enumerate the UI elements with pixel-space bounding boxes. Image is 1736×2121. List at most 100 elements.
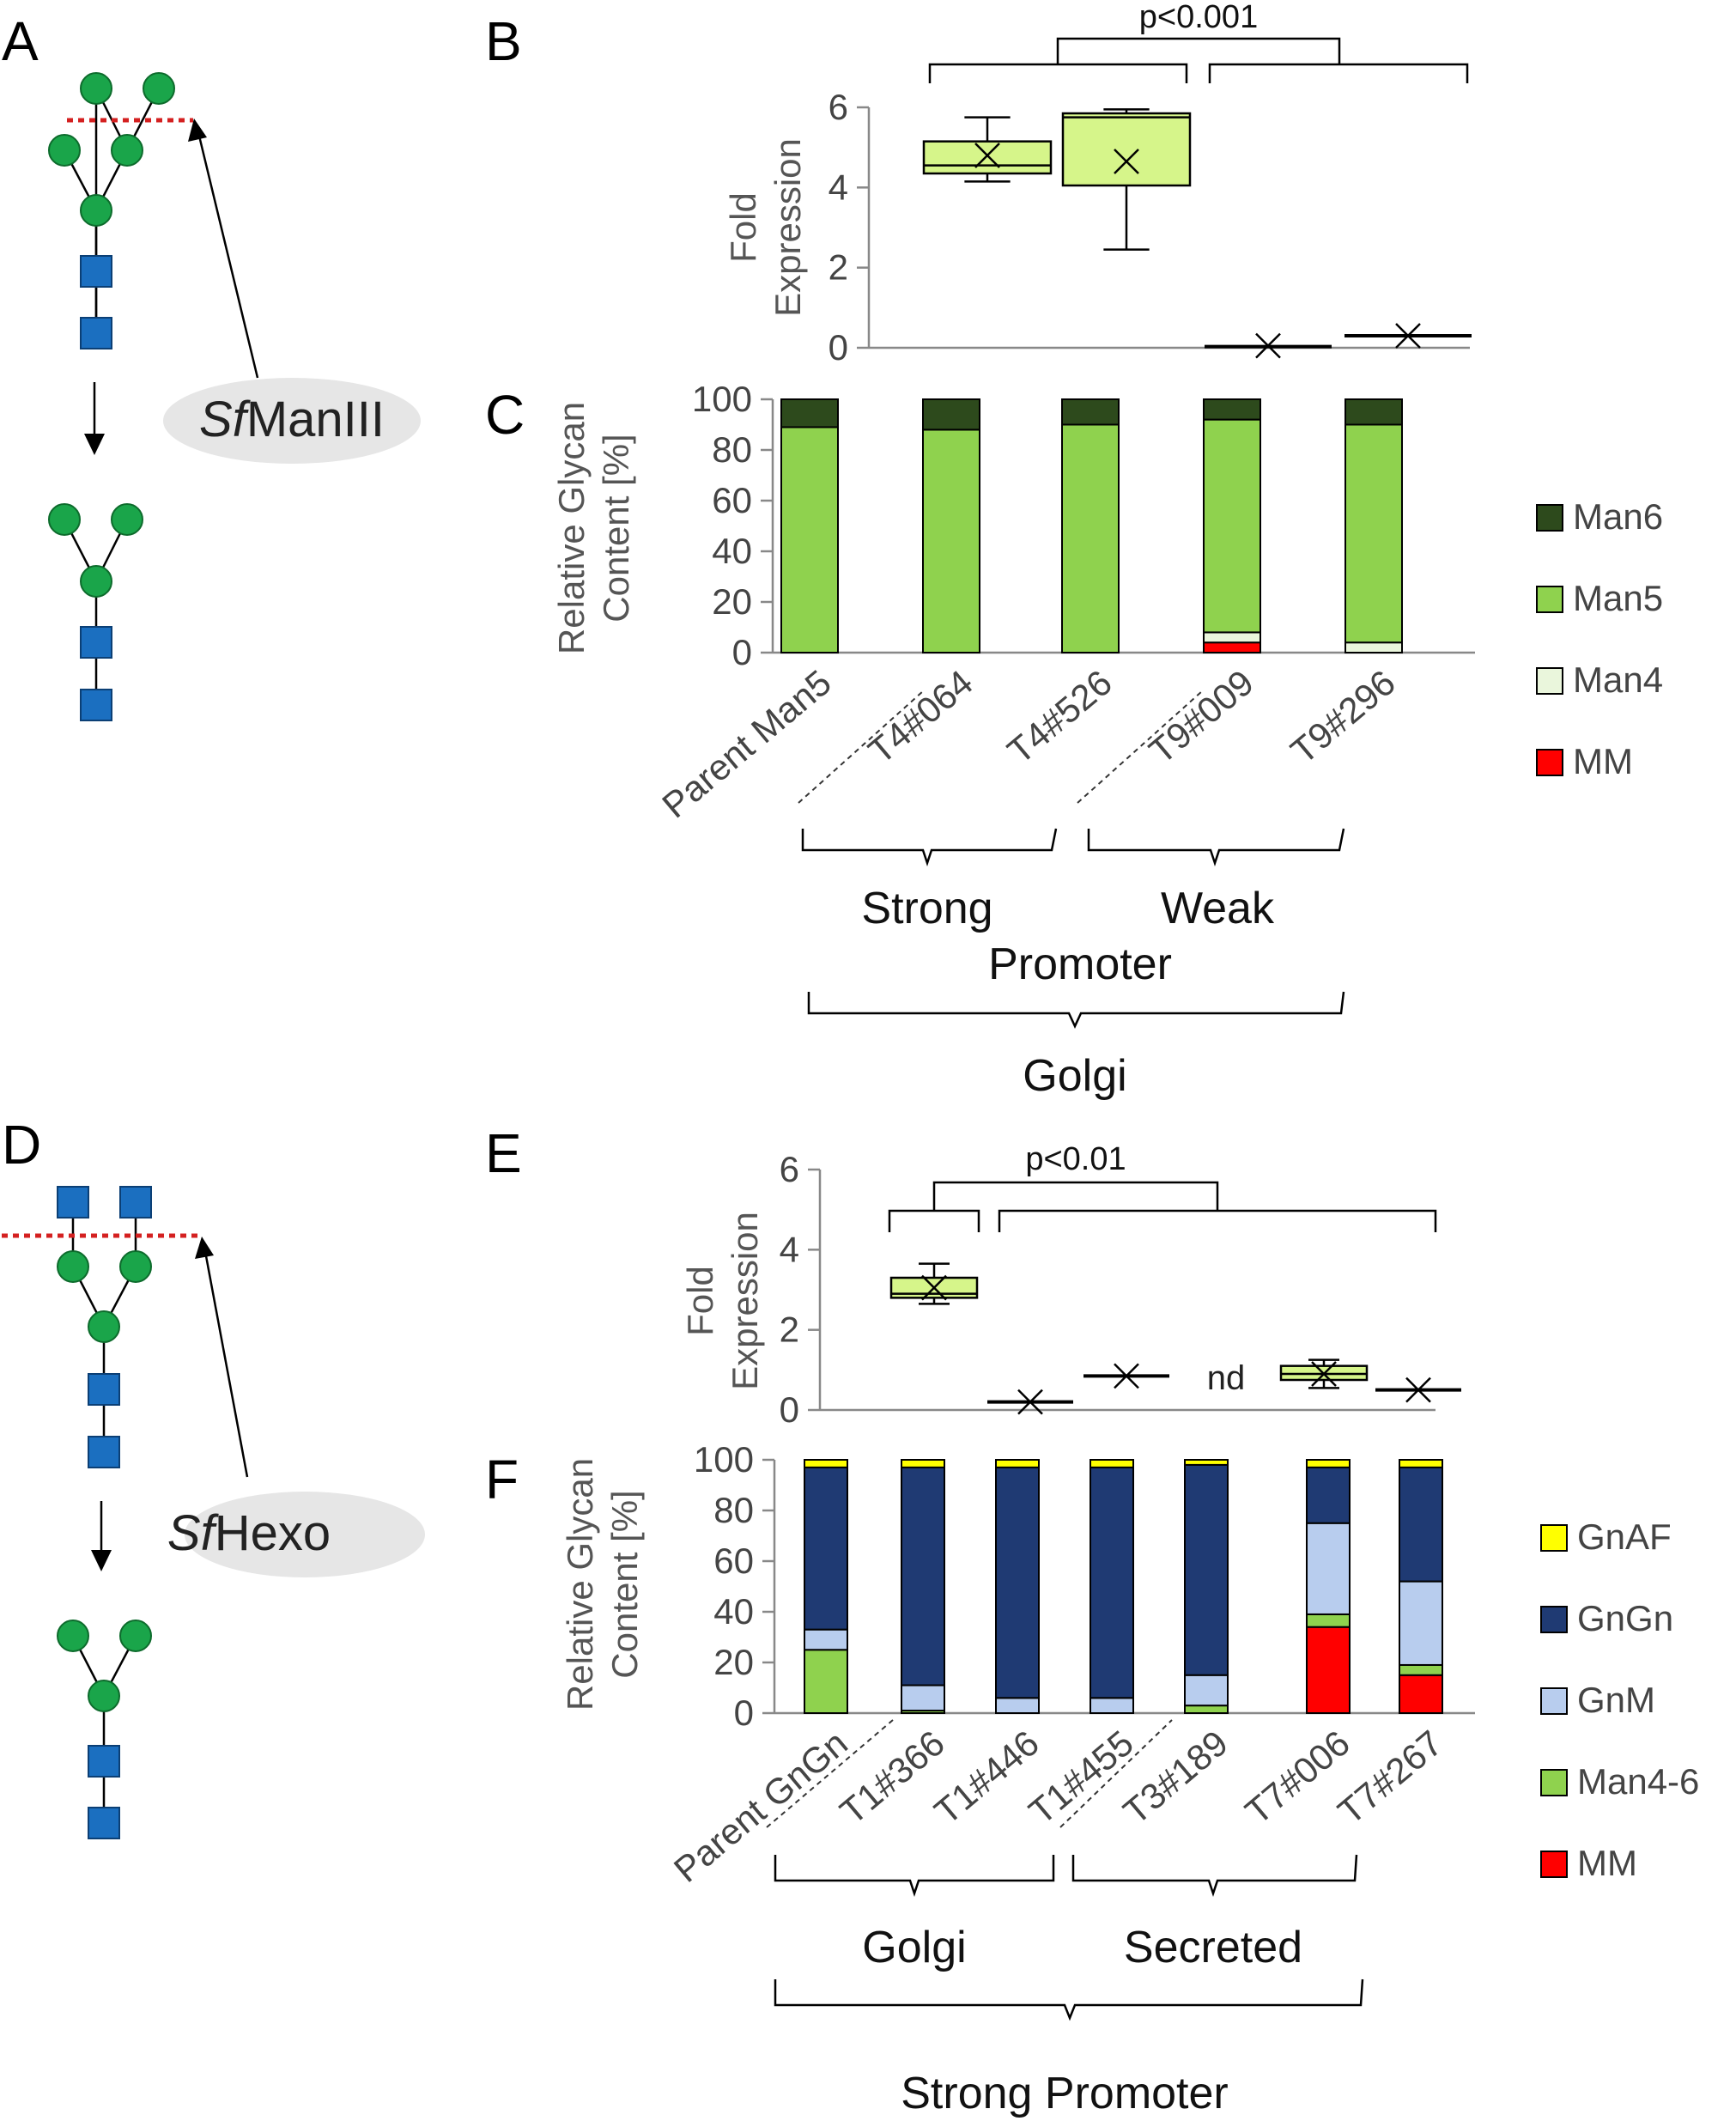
group-braces-f: Golgi Secreted Strong Promoter bbox=[766, 1719, 1364, 2118]
bar-segment-gngn bbox=[1399, 1466, 1443, 1583]
panel-label-f: F bbox=[485, 1449, 519, 1510]
x-tick-label: T9#296 bbox=[1283, 662, 1402, 772]
legend-swatch-mm bbox=[1536, 749, 1563, 776]
x-tick-label: T1#455 bbox=[1021, 1723, 1140, 1832]
group-label-strong-promoter: Strong Promoter bbox=[901, 2069, 1229, 2118]
y-tick-label: 100 bbox=[692, 379, 752, 419]
legend-label: MM bbox=[1573, 741, 1633, 781]
x-tick-label: T7#006 bbox=[1237, 1723, 1357, 1832]
bar-segment-gnm bbox=[1399, 1580, 1443, 1666]
mannose-symbol bbox=[48, 134, 81, 167]
y-axis-label-line: Expression bbox=[768, 138, 808, 317]
y-tick-label: 0 bbox=[829, 327, 848, 368]
legend-swatch-gngn bbox=[1540, 1606, 1568, 1633]
mannose-symbol bbox=[88, 1310, 120, 1343]
legend-label: GnAF bbox=[1577, 1516, 1672, 1557]
significance-bracket-e: p<0.01 bbox=[888, 1141, 1437, 1232]
mannose-symbol bbox=[57, 1250, 89, 1283]
box-mean-marker bbox=[1114, 1363, 1139, 1389]
mannose-symbol bbox=[80, 565, 112, 598]
bar-segment-mm bbox=[1306, 1626, 1351, 1714]
bar-segment-gngn bbox=[1306, 1466, 1351, 1524]
y-tick-label: 2 bbox=[829, 247, 848, 288]
down-arrow-icon bbox=[84, 434, 105, 455]
y-tick-label: 80 bbox=[712, 429, 752, 470]
bar-segment-man4 bbox=[1203, 631, 1261, 644]
y-axis-label: Fold Expression bbox=[680, 1212, 765, 1390]
x-tick-label: Parent GnGn bbox=[666, 1723, 855, 1890]
bar-segment-man6 bbox=[1061, 398, 1120, 426]
bar-segment-gnm bbox=[1184, 1674, 1229, 1707]
legend-label: MM bbox=[1577, 1843, 1637, 1883]
y-tick-label: 4 bbox=[780, 1229, 799, 1269]
bar-segment-man4-6 bbox=[1399, 1663, 1443, 1676]
box-mean-marker bbox=[1017, 1389, 1043, 1415]
legend-label: GnGn bbox=[1577, 1598, 1673, 1638]
y-tick-label: 40 bbox=[712, 531, 752, 571]
y-tick-label: 20 bbox=[712, 581, 752, 622]
x-tick-label: T3#189 bbox=[1115, 1723, 1235, 1832]
x-tick-label: T4#064 bbox=[860, 662, 980, 772]
glcnac-symbol bbox=[80, 255, 112, 288]
legend-swatch-man6 bbox=[1536, 504, 1563, 532]
box-mean-marker bbox=[974, 143, 1000, 168]
glcnac-symbol bbox=[80, 626, 112, 659]
bar-segment-gnm bbox=[1306, 1522, 1351, 1615]
y-axis-label-line: Content [%] bbox=[596, 434, 636, 622]
bar-segment-man4-6 bbox=[804, 1649, 848, 1714]
y-tick-label: 60 bbox=[713, 1541, 754, 1581]
y-tick-label: 6 bbox=[829, 87, 848, 127]
y-axis-label-line: Expression bbox=[725, 1212, 765, 1390]
glcnac-symbol bbox=[57, 1186, 89, 1219]
mannose-symbol bbox=[80, 72, 112, 105]
p-value-b: p<0.001 bbox=[1139, 0, 1258, 35]
bar-segment-man5 bbox=[922, 428, 980, 653]
mannose-symbol bbox=[88, 1680, 120, 1712]
legend-label: Man4 bbox=[1573, 659, 1663, 700]
chart-b: 0 2 4 6 Fold Expression bbox=[723, 87, 1472, 368]
y-axis-label-line: Fold bbox=[680, 1266, 720, 1336]
x-tick-label: T7#267 bbox=[1330, 1723, 1449, 1832]
x-tick-label: T1#446 bbox=[926, 1723, 1046, 1832]
box-mean-marker bbox=[1405, 1377, 1431, 1403]
bar-segment-man5 bbox=[780, 426, 839, 653]
bar-segment-man5 bbox=[1344, 423, 1403, 644]
bar-segment-man6 bbox=[780, 398, 839, 428]
x-tick-label: T4#526 bbox=[999, 662, 1119, 772]
legend-swatch-gnm bbox=[1540, 1687, 1568, 1715]
y-axis-label-line: Relative Glycan bbox=[551, 402, 592, 654]
box-iqr bbox=[922, 140, 1053, 175]
glcnac-symbol bbox=[80, 317, 112, 349]
group-label-golgi-c: Golgi bbox=[1023, 1051, 1126, 1101]
down-arrow-icon bbox=[91, 1550, 112, 1571]
bar-segment-man6 bbox=[1203, 398, 1261, 421]
enzyme-ellipse bbox=[185, 1492, 425, 1577]
legend-swatch-gnaf bbox=[1540, 1524, 1568, 1552]
mannose-symbol bbox=[119, 1250, 152, 1283]
glycan-diagram-a: SfManIII bbox=[48, 72, 421, 721]
mannose-symbol bbox=[111, 134, 143, 167]
mannose-symbol bbox=[80, 194, 112, 227]
bar-segment-gngn bbox=[804, 1466, 848, 1631]
x-tick-label: T1#366 bbox=[832, 1723, 951, 1832]
panel-label-e: E bbox=[485, 1122, 522, 1184]
group-label-promoter: Promoter bbox=[988, 939, 1172, 989]
legend-swatch-man4 bbox=[1536, 667, 1563, 695]
mannose-symbol bbox=[111, 503, 143, 536]
y-tick-label: 20 bbox=[713, 1642, 754, 1682]
y-axis-label: Relative Glycan Content [%] bbox=[560, 1458, 645, 1711]
enzyme-label-a: SfManIII bbox=[199, 392, 385, 447]
bar-segment-man4 bbox=[1344, 641, 1403, 654]
nd-label: nd bbox=[1207, 1359, 1246, 1397]
legend-label: GnM bbox=[1577, 1680, 1655, 1720]
bar-segment-gnaf bbox=[901, 1459, 945, 1468]
bar-segment-man5 bbox=[1061, 423, 1120, 653]
bar-segment-man6 bbox=[1344, 398, 1403, 426]
y-tick-label: 80 bbox=[713, 1490, 754, 1530]
y-tick-label: 0 bbox=[732, 632, 752, 672]
bar-segment-man4-6 bbox=[1184, 1705, 1229, 1715]
p-value-e: p<0.01 bbox=[1025, 1141, 1126, 1177]
bar-segment-man5 bbox=[1203, 418, 1261, 634]
